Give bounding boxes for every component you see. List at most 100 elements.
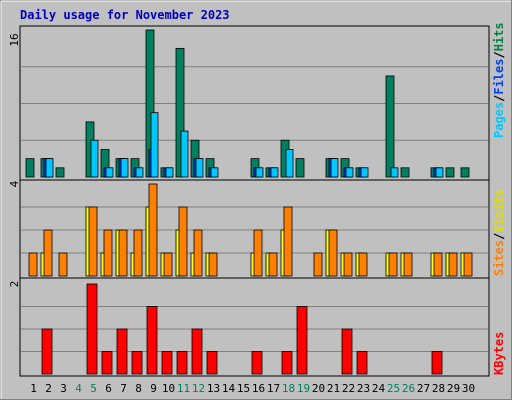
x-tick-label: 22	[342, 382, 355, 395]
bar-sites	[328, 229, 338, 277]
bar-sites	[313, 252, 323, 277]
bar-sites	[118, 229, 128, 277]
x-tick-label: 28	[432, 382, 445, 395]
x-tick-label: 17	[267, 382, 280, 395]
x-tick-label: 10	[162, 382, 175, 395]
x-tick-label: 12	[192, 382, 205, 395]
x-tick-label: 27	[417, 382, 430, 395]
x-tick-label: 26	[402, 382, 415, 395]
bar-pages	[270, 167, 279, 178]
legend-slash: /	[492, 51, 506, 58]
x-tick-label: 19	[297, 382, 310, 395]
legend-hits-label: Hits	[492, 22, 506, 51]
bar-kbytes	[296, 306, 308, 375]
bar-sites	[43, 229, 53, 277]
bar-sites	[358, 252, 368, 277]
x-tick-label: 7	[120, 382, 127, 395]
bar-sites	[403, 252, 413, 277]
bar-sites	[178, 206, 188, 277]
x-tick-label: 2	[45, 382, 52, 395]
bar-sites	[193, 229, 203, 277]
x-tick-label: 9	[150, 382, 157, 395]
bar-sites	[283, 206, 293, 277]
bar-sites	[448, 252, 458, 277]
bar-kbytes	[176, 351, 188, 375]
bar-pages	[120, 158, 129, 178]
x-tick-label: 16	[252, 382, 265, 395]
bar-hits	[445, 167, 455, 178]
x-axis-labels: 1 2 3 4 5 6 7 8 9 10 11 12 13 14 15 16 17 18 19 20 21 22 23 24 2…	[30, 382, 475, 395]
x-tick-label: 23	[357, 382, 370, 395]
bar-kbytes	[206, 351, 218, 375]
bar-sites	[28, 252, 38, 277]
bar-hits	[55, 167, 65, 178]
legend-visits-label: Visits	[492, 189, 506, 232]
bar-hits	[385, 75, 395, 178]
bar-pages	[105, 167, 114, 178]
bar-kbytes	[341, 328, 353, 375]
bar-kbytes	[356, 351, 368, 375]
legend-pages: Pages	[492, 102, 506, 138]
bar-sites	[208, 252, 218, 277]
x-tick-label: 25	[387, 382, 400, 395]
bar-kbytes	[101, 351, 113, 375]
bar-hits	[175, 47, 185, 178]
bar-kbytes	[251, 351, 263, 375]
x-tick-label: 30	[462, 382, 475, 395]
bar-pages	[360, 167, 369, 178]
bar-pages	[195, 158, 204, 178]
bar-hits	[295, 158, 305, 178]
bar-pages	[45, 158, 54, 178]
bar-sites	[58, 252, 68, 277]
legend-kbytes: KBytes	[492, 332, 506, 375]
bar-hits	[25, 158, 35, 178]
x-tick-label: 1	[30, 382, 37, 395]
bar-sites	[343, 252, 353, 277]
bars	[25, 29, 473, 375]
y-max-label-hits: 16	[8, 33, 21, 46]
bar-sites	[463, 252, 473, 277]
bar-pages	[345, 167, 354, 178]
bar-pages	[255, 167, 264, 178]
bar-sites	[268, 252, 278, 277]
x-tick-label: 4	[75, 382, 82, 395]
y-max-label-kbytes: 2	[8, 281, 21, 288]
legend-sites: Sites	[492, 240, 506, 276]
x-tick-label: 29	[447, 382, 460, 395]
x-tick-label: 6	[105, 382, 112, 395]
bar-sites	[253, 229, 263, 277]
bar-sites	[133, 229, 143, 277]
bar-pages	[150, 112, 159, 178]
bar-pages	[285, 149, 294, 178]
bar-pages	[435, 167, 444, 178]
bar-sites	[433, 252, 443, 277]
x-tick-label: 11	[177, 382, 190, 395]
bar-pages	[135, 167, 144, 178]
bar-pages	[390, 167, 399, 178]
legend-kbytes-label: KBytes	[492, 332, 506, 375]
bar-sites	[388, 252, 398, 277]
bar-kbytes	[41, 328, 53, 375]
legend-slash: /	[492, 233, 506, 240]
bar-kbytes	[431, 351, 443, 375]
bar-pages	[165, 167, 174, 178]
y-max-label-visits: 4	[8, 180, 21, 187]
x-tick-label: 15	[237, 382, 250, 395]
bar-sites	[88, 206, 98, 277]
bar-hits	[400, 167, 410, 178]
bar-kbytes	[116, 328, 128, 375]
legend-files: Files	[492, 59, 506, 95]
bar-sites	[103, 229, 113, 277]
legend-slash: /	[492, 95, 506, 102]
bar-kbytes	[161, 351, 173, 375]
x-tick-label: 14	[222, 382, 236, 395]
x-tick-label: 5	[90, 382, 97, 395]
bar-pages	[180, 130, 189, 178]
bar-sites	[148, 183, 158, 277]
bar-pages	[330, 158, 339, 178]
x-tick-label: 13	[207, 382, 220, 395]
chart-title: Daily usage for November 2023	[20, 8, 230, 22]
bar-sites	[163, 252, 173, 277]
x-tick-label: 18	[282, 382, 295, 395]
